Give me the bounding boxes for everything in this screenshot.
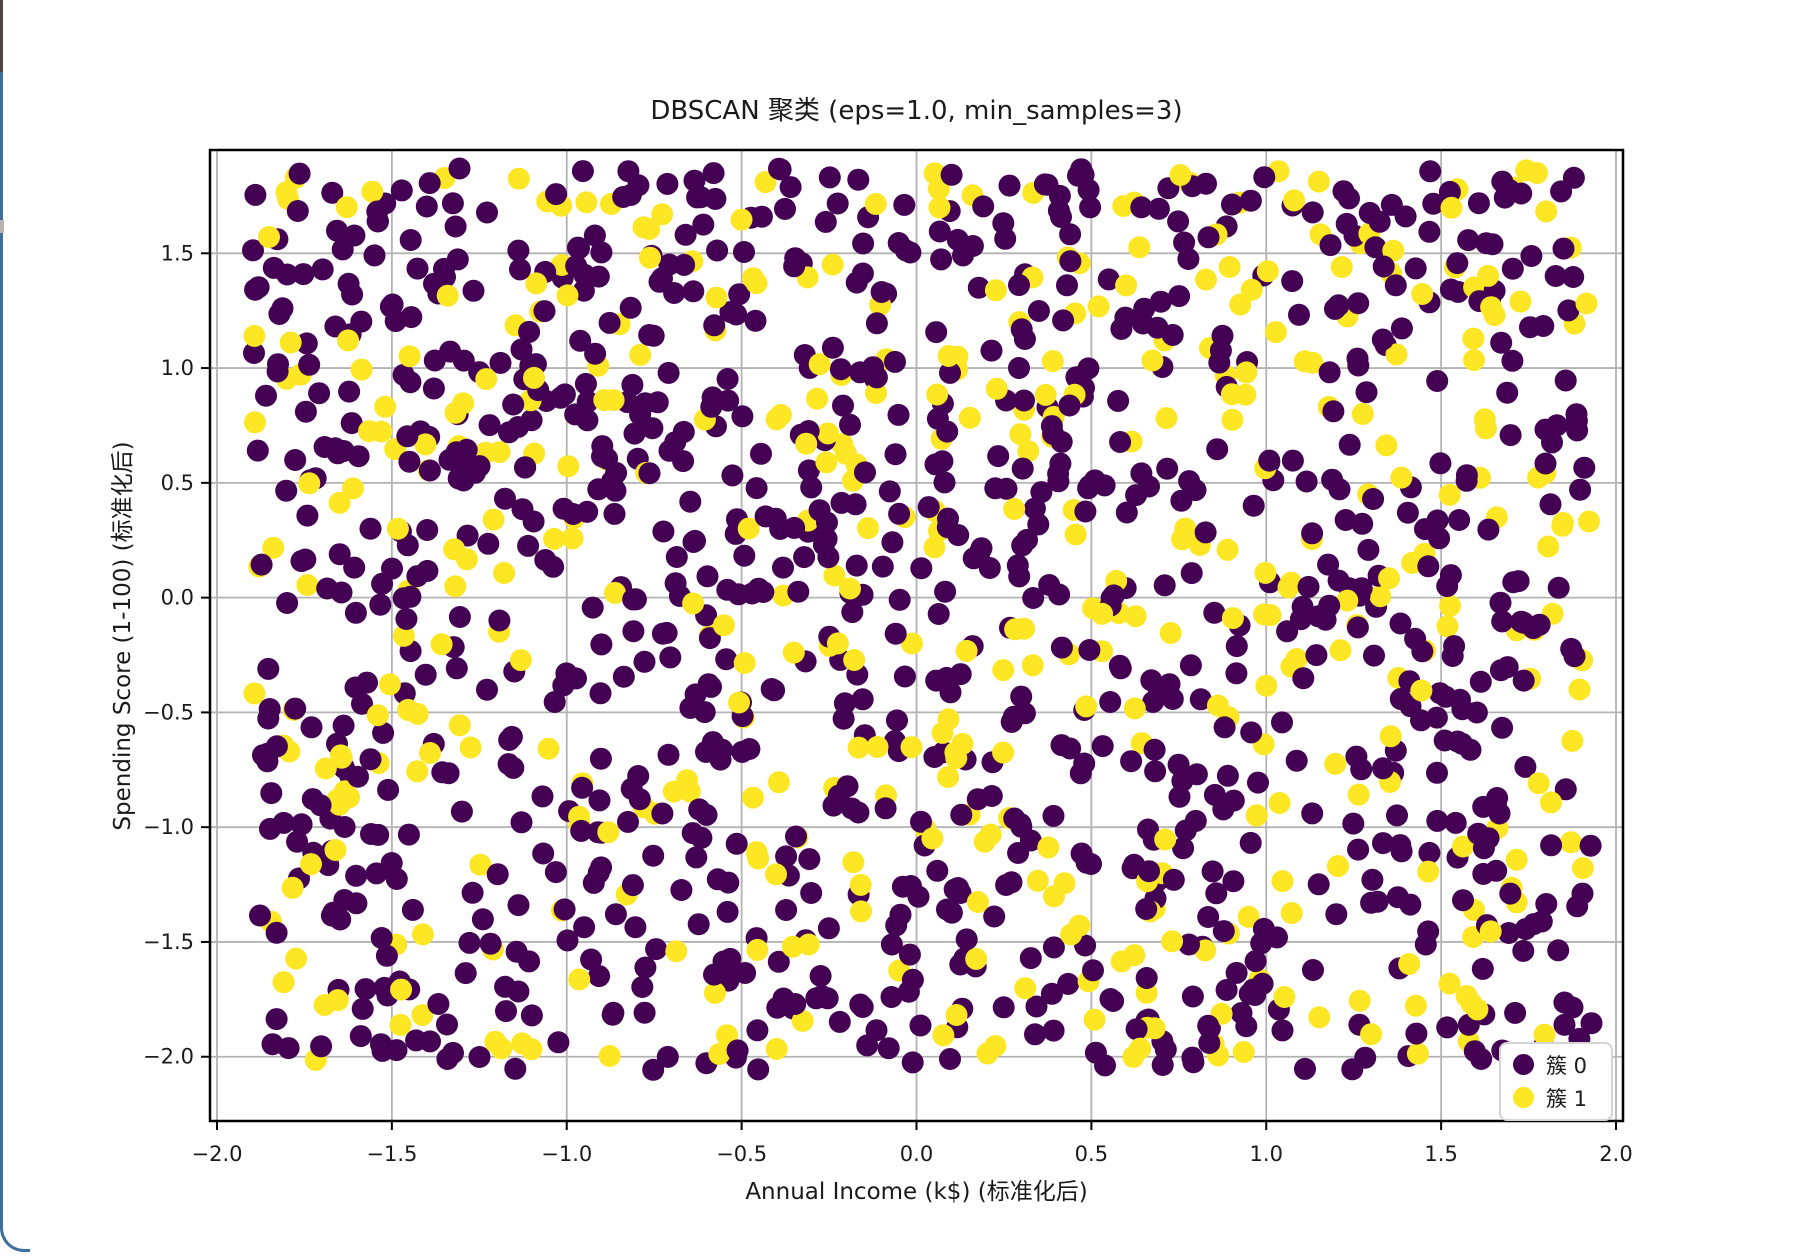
- x-tick-label: 1.5: [1424, 1142, 1457, 1166]
- x-tick-label: −1.5: [366, 1142, 417, 1166]
- window-corner-arc: [0, 1222, 30, 1252]
- legend-label: 簇 0: [1546, 1053, 1588, 1078]
- scatter-points: [242, 157, 1603, 1081]
- legend-marker-icon: [1513, 1087, 1534, 1108]
- x-tick-label: 2.0: [1599, 1142, 1632, 1166]
- x-tick-label: −1.0: [541, 1142, 592, 1166]
- x-tick-label: −2.0: [191, 1142, 242, 1166]
- x-tick-label: 0.5: [1075, 1142, 1108, 1166]
- window-edge-accent: [0, 72, 3, 1224]
- y-tick-label: −0.5: [143, 700, 194, 724]
- legend-entry-0: 簇 0: [1513, 1049, 1601, 1080]
- legend-marker-icon: [1513, 1054, 1534, 1075]
- y-tick-label: −1.5: [143, 930, 194, 954]
- chart-title: DBSCAN 聚类 (eps=1.0, min_samples=3): [650, 96, 1183, 126]
- y-tick-label: −2.0: [143, 1045, 194, 1069]
- y-tick-label: 1.5: [161, 241, 194, 265]
- window-edge-scroll-thumb[interactable]: [0, 220, 4, 233]
- x-tick-label: −0.5: [716, 1142, 767, 1166]
- x-tick-label: 0.0: [900, 1142, 933, 1166]
- y-tick-label: 0.0: [161, 586, 194, 610]
- y-tick-label: 1.0: [161, 356, 194, 380]
- x-axis-label: Annual Income (k$) (标准化后): [745, 1179, 1088, 1205]
- y-tick-label: 0.5: [161, 471, 194, 495]
- legend-label: 簇 1: [1546, 1086, 1588, 1111]
- x-tick-label: 1.0: [1250, 1142, 1283, 1166]
- window-edge-top-segment: [0, 0, 3, 72]
- y-axis-label: Spending Score (1-100) (标准化后): [110, 441, 136, 831]
- legend-entry-1: 簇 1: [1513, 1082, 1601, 1113]
- y-tick-label: −1.0: [143, 815, 194, 839]
